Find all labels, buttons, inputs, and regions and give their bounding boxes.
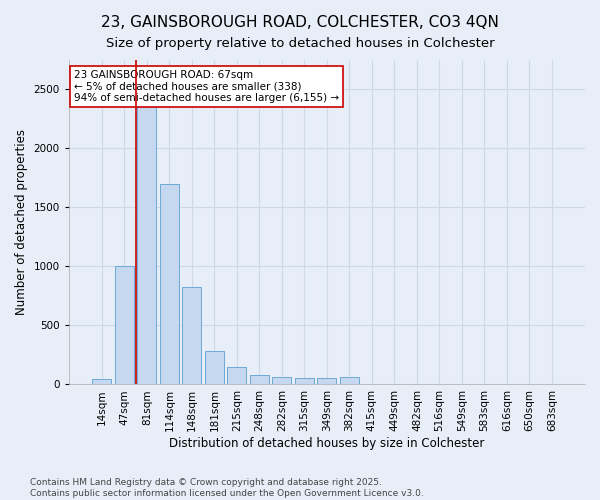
Bar (115, 266, 134, 384)
Bar (160, 184, 179, 384)
Bar (340, 378, 359, 384)
Text: Size of property relative to detached houses in Colchester: Size of property relative to detached ho… (106, 38, 494, 51)
Text: 23, GAINSBOROUGH ROAD, COLCHESTER, CO3 4QN: 23, GAINSBOROUGH ROAD, COLCHESTER, CO3 4… (101, 15, 499, 30)
Bar (205, 352, 224, 384)
Bar (272, 378, 292, 384)
Bar (227, 367, 247, 384)
Bar (182, 286, 202, 384)
Bar (92, 378, 112, 384)
Bar (137, 74, 157, 384)
Bar (295, 378, 314, 384)
Text: Contains HM Land Registry data © Crown copyright and database right 2025.
Contai: Contains HM Land Registry data © Crown c… (30, 478, 424, 498)
X-axis label: Distribution of detached houses by size in Colchester: Distribution of detached houses by size … (169, 437, 485, 450)
Bar (250, 375, 269, 384)
Bar (317, 378, 337, 384)
Y-axis label: Number of detached properties: Number of detached properties (15, 129, 28, 315)
Text: 23 GAINSBOROUGH ROAD: 67sqm
← 5% of detached houses are smaller (338)
94% of sem: 23 GAINSBOROUGH ROAD: 67sqm ← 5% of deta… (74, 70, 339, 103)
